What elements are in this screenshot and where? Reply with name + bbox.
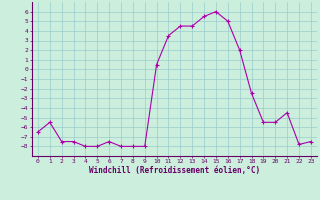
X-axis label: Windchill (Refroidissement éolien,°C): Windchill (Refroidissement éolien,°C) — [89, 166, 260, 175]
